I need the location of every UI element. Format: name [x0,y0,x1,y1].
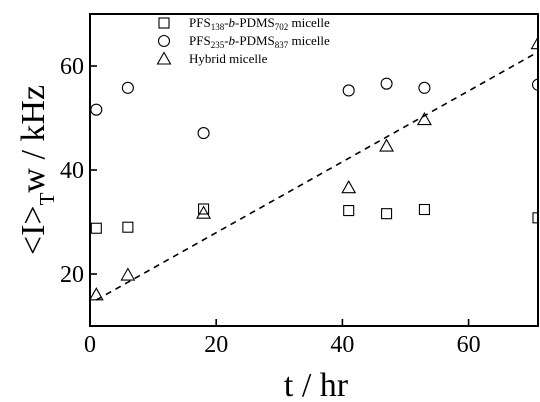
data-point-triangle [196,205,212,219]
data-point-square [343,205,355,217]
data-point-triangle [416,111,432,126]
x-axis-title: t / hr [284,367,349,402]
y-tick-label: 60 [60,54,84,80]
data-point-square [122,221,134,233]
data-point-triangle [379,138,395,152]
data-point-triangle [90,287,104,301]
legend-symbol-circle [157,34,171,48]
y-tick-label: 40 [60,158,84,184]
data-point-circle [121,81,134,94]
y-axis-title: <I>Tw / kHz [15,85,59,255]
data-point-square [90,222,102,234]
x-tick-label: 60 [457,332,481,358]
y-axis-title-part-a: <I> [15,205,52,255]
y-axis-title-part-b: w / kHz [15,85,52,193]
data-point-circle [380,77,393,90]
data-point-triangle [530,36,538,50]
data-point-triangle [120,267,136,281]
legend-symbol-square [158,17,170,29]
fit-line [95,51,538,301]
legend-entry: PFS138-b-PDMS702 micelle [189,15,330,32]
data-point-square [418,203,430,216]
x-tick-label: 0 [84,332,96,358]
y-tick-label: 20 [60,262,84,288]
data-point-circle [90,103,103,116]
legend-symbol-triangle [156,51,172,65]
legend-entry: PFS235-b-PDMS837 micelle [189,33,330,50]
legend-entry: Hybrid micelle [189,51,268,66]
x-tick-label: 40 [330,332,354,358]
data-point-triangle [341,180,357,194]
plot-frame [89,13,539,327]
legend: PFS138-b-PDMS702 micellePFS235-b-PDMS837… [156,15,330,66]
data-point-square [381,208,393,220]
x-tick-label: 20 [204,332,228,358]
data-point-circle [418,81,431,94]
data-point-square [532,212,538,224]
data-point-circle [197,127,210,140]
data-point-square [198,203,210,215]
data-point-circle [342,84,355,97]
data-point-circle [531,78,538,91]
y-axis-title-subscript: T [35,192,59,205]
